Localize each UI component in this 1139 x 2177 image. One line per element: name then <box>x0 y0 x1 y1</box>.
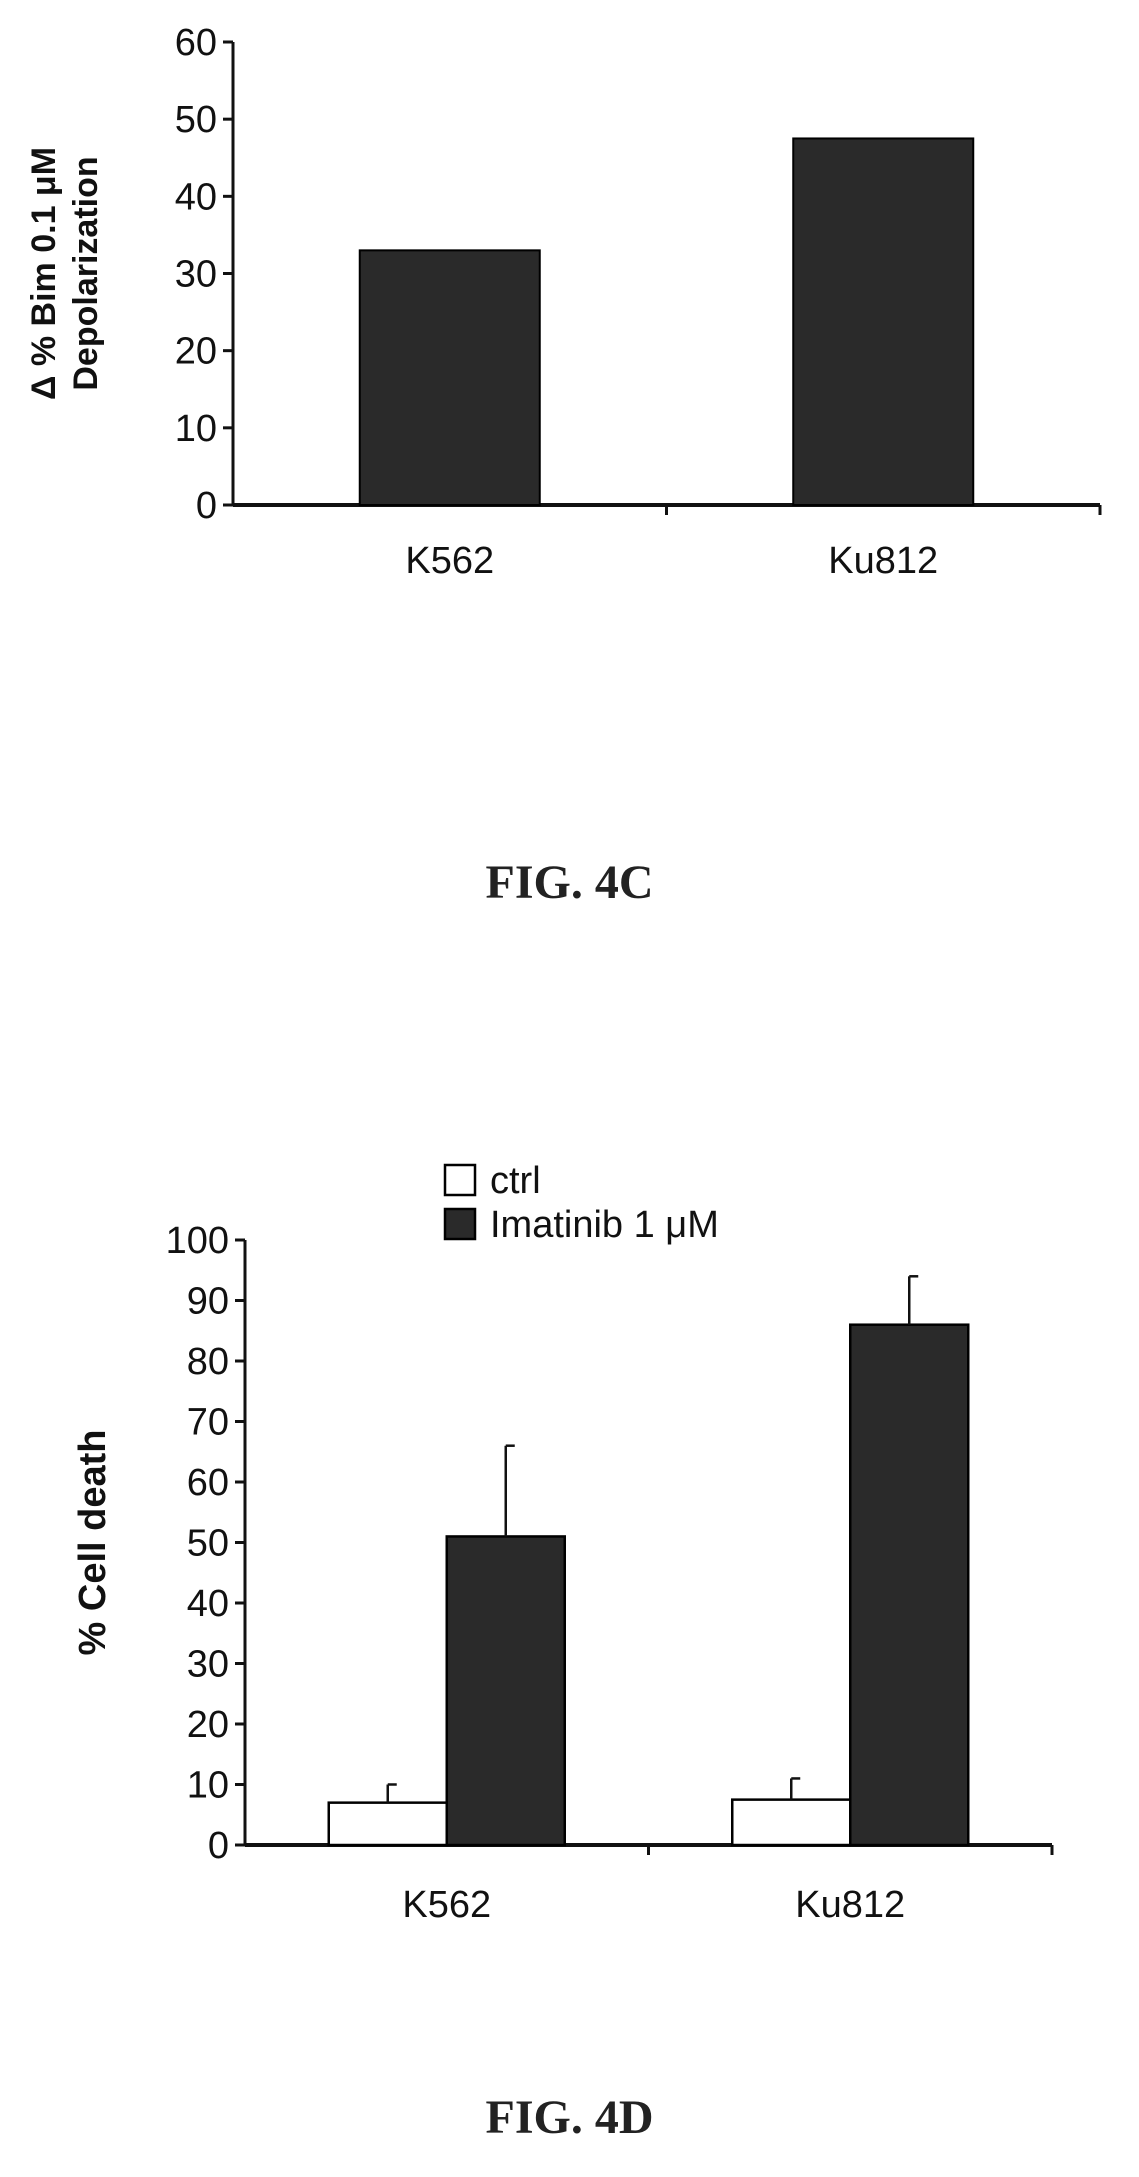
y-axis-label: % Cell death <box>72 1430 114 1656</box>
bar <box>731 1798 852 1847</box>
legend-swatch <box>443 1207 477 1241</box>
y-tick-label: 20 <box>187 1704 229 1746</box>
legend-swatch <box>443 1163 477 1197</box>
bar <box>327 1801 448 1847</box>
x-tick-label: Ku812 <box>828 540 938 582</box>
y-tick-label: 0 <box>196 485 217 527</box>
x-tick-label: Ku812 <box>795 1884 905 1926</box>
legend-label: ctrl <box>490 1160 541 1202</box>
x-tick-label: K562 <box>405 540 494 582</box>
legend-label: Imatinib 1 μM <box>490 1204 719 1246</box>
y-tick-label: 50 <box>175 99 217 141</box>
y-tick-label: 50 <box>187 1523 229 1565</box>
x-tick-label: K562 <box>402 1884 491 1926</box>
y-tick-label: 70 <box>187 1402 229 1444</box>
y-tick-label: 60 <box>187 1462 229 1504</box>
chart-4c: 0 10 20 30 40 50 60 K562 Ku812 Δ % Bim 0.1 μM Dep… <box>25 22 1102 582</box>
y-axis-label: Δ % Bim 0.1 μM Depolarization <box>25 147 105 400</box>
y-tick-label: 0 <box>208 1825 229 1867</box>
bar <box>792 137 975 506</box>
bar <box>358 249 541 506</box>
bar <box>445 1535 566 1847</box>
bar <box>849 1323 970 1847</box>
y-tick-label: 30 <box>175 254 217 296</box>
y-tick-label: 30 <box>187 1644 229 1686</box>
y-tick-label: 40 <box>175 176 217 218</box>
y-tick-label: 10 <box>175 408 217 450</box>
y-tick-label: 100 <box>166 1220 229 1262</box>
y-tick-label: 60 <box>175 22 217 64</box>
y-tick-label: 90 <box>187 1281 229 1323</box>
y-tick-label: 10 <box>187 1765 229 1807</box>
y-tick-label: 40 <box>187 1583 229 1625</box>
y-tick-label: 80 <box>187 1341 229 1383</box>
y-tick-label: 20 <box>175 331 217 373</box>
figure-label-4c: FIG. 4C <box>485 856 654 909</box>
figure-label-4d: FIG. 4D <box>485 2091 654 2144</box>
